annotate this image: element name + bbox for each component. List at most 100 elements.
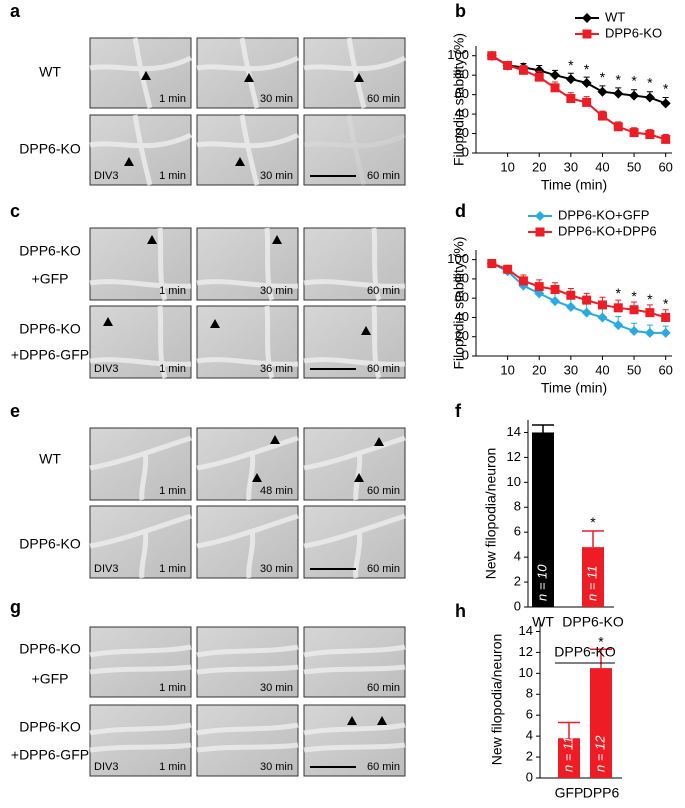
significance-mark: *: [616, 72, 622, 88]
significance-mark: *: [568, 57, 574, 73]
time-label: 30 min: [260, 170, 293, 182]
arrowhead: [235, 157, 245, 166]
time-label: 1 min: [159, 761, 186, 773]
significance-mark: *: [631, 73, 637, 89]
bar: [582, 547, 604, 607]
dendrite: [196, 114, 300, 186]
time-label: 60 min: [367, 682, 400, 694]
div-label: DIV3: [94, 363, 118, 375]
significance-mark: *: [663, 80, 669, 96]
legend-label: WT: [605, 9, 625, 24]
data-point: [582, 97, 592, 107]
data-point: [582, 295, 592, 305]
row-label: DPP6-KO: [19, 243, 81, 259]
y-tick-label: 4: [526, 728, 533, 743]
bar-label: n = 11: [584, 565, 599, 601]
data-point: [629, 128, 639, 138]
time-label: 30 min: [260, 761, 293, 773]
data-point: [629, 90, 640, 101]
data-point: [597, 300, 607, 310]
time-label: 60 min: [367, 285, 400, 297]
significance-mark: *: [600, 69, 606, 85]
data-point: [503, 264, 513, 274]
data-point: [645, 308, 655, 318]
error-bar: [558, 721, 580, 739]
time-label: 60 min: [367, 93, 400, 105]
panel-letter: e: [10, 401, 20, 421]
dendrite: [89, 722, 192, 753]
data-point: [550, 70, 561, 81]
time-label: 60 min: [367, 761, 400, 773]
y-tick-label: 60: [455, 86, 469, 101]
y-tick-label: 0: [462, 347, 469, 362]
div-label: DIV3: [94, 761, 118, 773]
y-tick-label: 80: [455, 67, 469, 82]
legend-marker: [535, 211, 545, 221]
y-tick-label: 2: [514, 574, 521, 589]
micrograph: [196, 626, 299, 698]
panel-letter: c: [10, 201, 20, 221]
data-point: [597, 111, 607, 121]
data-point: [534, 72, 544, 82]
panel-letter: h: [455, 601, 466, 621]
micrograph: [303, 114, 406, 186]
arrowhead: [354, 73, 364, 82]
data-point: [660, 327, 671, 338]
significance-mark: *: [616, 285, 622, 301]
micrograph: [303, 626, 406, 698]
legend-marker: [535, 227, 545, 237]
arrowhead: [141, 71, 151, 80]
data-point: [565, 301, 576, 312]
x-tick-label: 40: [595, 362, 609, 377]
dendrite: [196, 644, 299, 675]
y-axis-label: Filopodia stability (%): [451, 33, 467, 166]
data-point: [487, 51, 497, 61]
legend-marker: [582, 13, 592, 23]
dendrite: [89, 227, 192, 301]
row-label: +GFP: [32, 271, 69, 287]
arrowhead: [103, 317, 113, 326]
dendrite: [89, 513, 192, 579]
x-tick-label: 60: [658, 159, 672, 174]
dendrite: [89, 435, 192, 501]
arrowhead: [377, 716, 387, 725]
div-label: DIV3: [94, 170, 118, 182]
y-tick-label: 8: [514, 499, 521, 514]
x-tick-label: 10: [500, 159, 514, 174]
x-tick-label: 20: [532, 159, 546, 174]
data-point: [550, 83, 560, 93]
arrowhead: [270, 435, 280, 444]
y-tick-label: 0: [526, 769, 533, 784]
row-label: DPP6-KO: [19, 641, 81, 657]
legend-label: DPP6-KO+GFP: [558, 207, 649, 222]
arrowhead: [124, 157, 134, 166]
dendrite: [303, 227, 406, 301]
data-point: [550, 296, 561, 307]
x-tick-label: GFP: [555, 785, 584, 801]
time-label: 60 min: [367, 563, 400, 575]
y-tick-label: 40: [455, 106, 469, 121]
row-label: +DPP6-GFP: [11, 347, 89, 363]
time-label: 1 min: [159, 93, 186, 105]
y-tick-label: 8: [526, 686, 533, 701]
time-label: 60 min: [367, 485, 400, 497]
y-tick-label: 10: [507, 474, 521, 489]
dendrite: [303, 513, 406, 579]
x-axis-label: Time (min): [541, 177, 607, 193]
y-axis-label: New filopodia/neuron: [489, 634, 505, 766]
data-point: [644, 92, 655, 103]
y-tick-label: 40: [455, 309, 469, 324]
bar-label: n = 11: [560, 736, 575, 772]
data-point: [629, 305, 639, 315]
dendrite: [196, 305, 299, 379]
data-point: [534, 282, 544, 292]
time-label: 1 min: [159, 285, 186, 297]
group-label: DPP6-KO: [554, 644, 616, 660]
dendrite: [303, 644, 406, 675]
data-point: [629, 325, 640, 336]
data-point: [613, 122, 623, 132]
time-label: 1 min: [159, 485, 186, 497]
row-label: +GFP: [32, 671, 69, 687]
x-tick-label: 40: [595, 159, 609, 174]
data-point: [660, 98, 671, 109]
